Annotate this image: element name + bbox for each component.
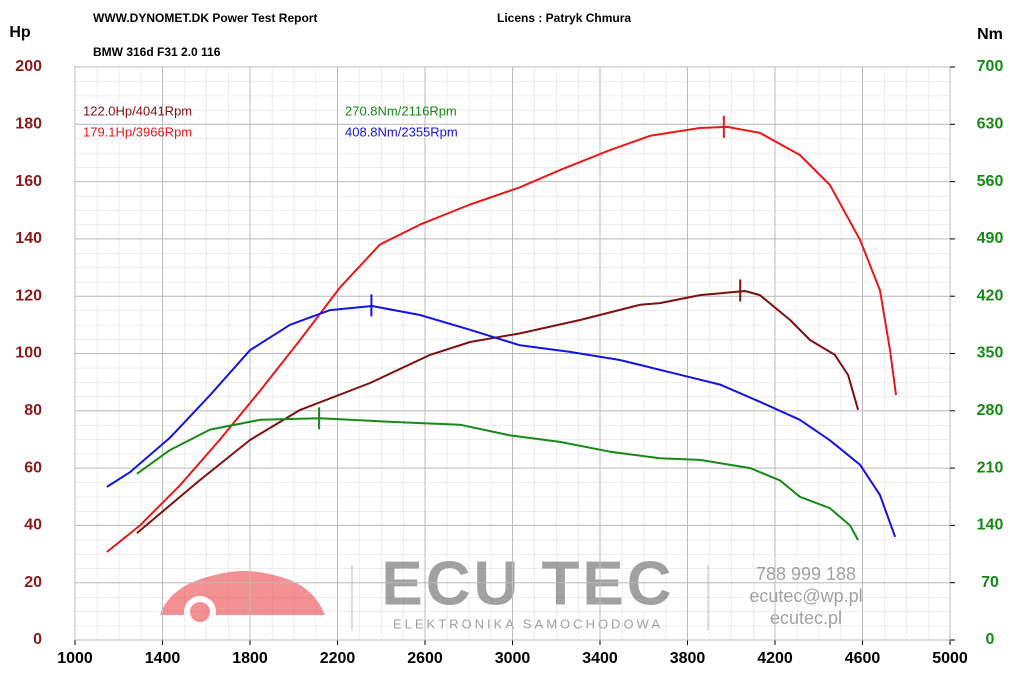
y-axis-label: Hp bbox=[9, 24, 31, 41]
peak-label: 122.0Hp/4041Rpm bbox=[83, 103, 192, 118]
x-tick-label: 5000 bbox=[932, 650, 968, 667]
power-curve bbox=[106, 305, 897, 538]
peak-label: 408.8Nm/2355Rpm bbox=[345, 124, 458, 139]
x-tick-label: 4200 bbox=[757, 650, 793, 667]
x-tick-label: 3000 bbox=[495, 650, 531, 667]
y2-tick-label: 280 bbox=[977, 402, 1004, 419]
y-tick-label: 80 bbox=[24, 402, 42, 419]
y2-tick-label: 560 bbox=[977, 173, 1004, 190]
watermark: ECU TEC ELEKTRONIKA SAMOCHODOWA 788 999 … bbox=[160, 549, 863, 631]
y2-tick-label: 490 bbox=[977, 230, 1004, 247]
phone: 788 999 188 bbox=[756, 564, 856, 584]
y2-tick-label: 420 bbox=[977, 287, 1004, 304]
x-tick-label: 1800 bbox=[232, 650, 268, 667]
report-title: WWW.DYNOMET.DK Power Test Report bbox=[93, 11, 317, 25]
y-tick-label: 200 bbox=[15, 58, 42, 75]
y2-tick-label: 350 bbox=[977, 345, 1004, 362]
x-tick-label: 4600 bbox=[845, 650, 881, 667]
x-tick-label: 1400 bbox=[145, 650, 181, 667]
tagline: ELEKTRONIKA SAMOCHODOWA bbox=[393, 616, 663, 631]
x-tick-label: 2200 bbox=[320, 650, 356, 667]
power-curve bbox=[136, 417, 859, 541]
y-tick-label: 100 bbox=[15, 345, 42, 362]
y2-axis-label: Nm bbox=[977, 26, 1003, 43]
y2-tick-label: 210 bbox=[977, 459, 1004, 476]
y-tick-label: 40 bbox=[24, 517, 42, 534]
peak-label: 179.1Hp/3966Rpm bbox=[83, 124, 192, 139]
licence: Licens : Patryk Chmura bbox=[497, 11, 631, 25]
y-tick-label: 140 bbox=[15, 230, 42, 247]
y2-tick-label: 630 bbox=[977, 116, 1004, 133]
y-tick-label: 180 bbox=[15, 116, 42, 133]
peak-label: 270.8Nm/2116Rpm bbox=[345, 103, 457, 118]
y-tick-label: 60 bbox=[24, 459, 42, 476]
wheel bbox=[190, 602, 210, 622]
vehicle: BMW 316d F31 2.0 116 bbox=[93, 45, 221, 59]
power-curve bbox=[106, 125, 897, 553]
x-tick-label: 1000 bbox=[57, 650, 93, 667]
y2-tick-label: 0 bbox=[986, 631, 995, 648]
y2-tick-label: 140 bbox=[977, 517, 1004, 534]
x-tick-label: 3800 bbox=[670, 650, 706, 667]
x-tick-label: 3400 bbox=[582, 650, 618, 667]
y-tick-label: 20 bbox=[24, 574, 42, 591]
power-curve bbox=[136, 290, 860, 534]
brand: ECU TEC bbox=[381, 549, 674, 618]
y2-tick-label: 70 bbox=[981, 574, 999, 591]
email: ecutec@wp.pl bbox=[749, 586, 862, 606]
x-tick-label: 2600 bbox=[407, 650, 443, 667]
y-tick-label: 0 bbox=[33, 631, 42, 648]
website: ecutec.pl bbox=[770, 608, 842, 628]
y-tick-label: 160 bbox=[15, 173, 42, 190]
y2-tick-label: 700 bbox=[977, 58, 1004, 75]
y-tick-label: 120 bbox=[15, 287, 42, 304]
